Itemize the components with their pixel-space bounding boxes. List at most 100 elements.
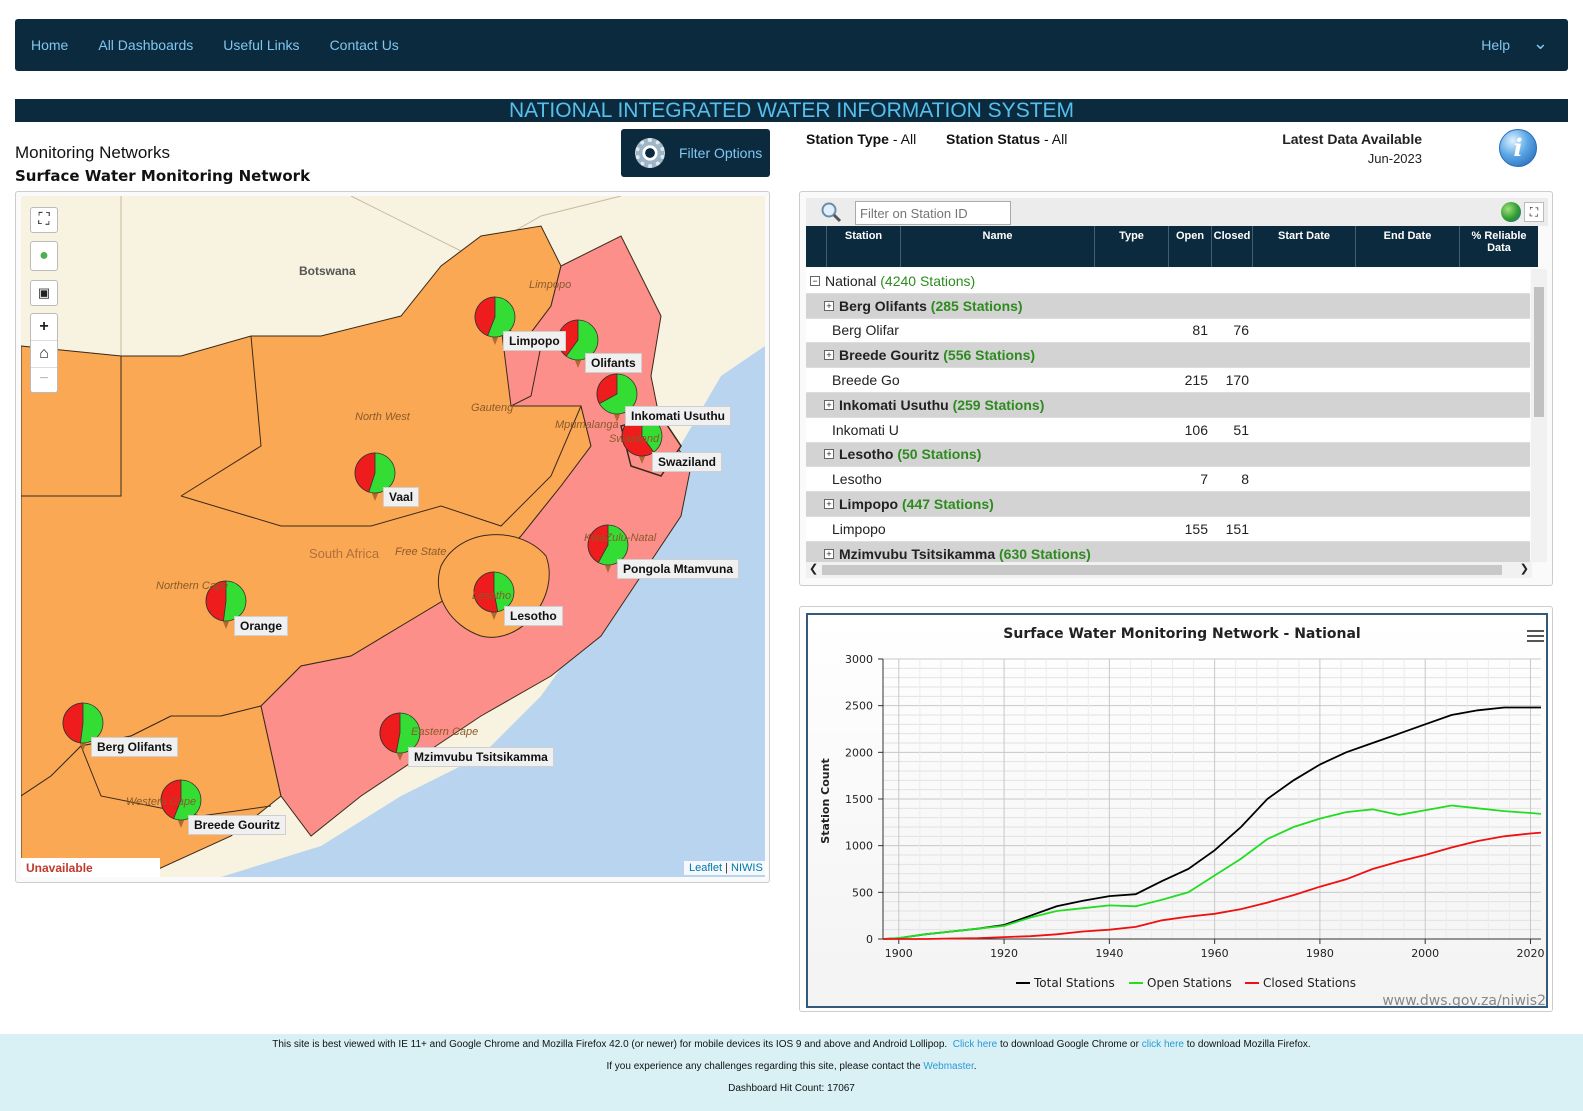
footer-line-1: This site is best viewed with IE 11+ and… [0,1039,1583,1056]
image-icon[interactable]: ▣ [30,280,58,306]
table-row-group[interactable]: + Mzimvubu Tsitsikamma (630 Stations) [806,541,1530,562]
table-row-group[interactable]: + Inkomati Usuthu (259 Stations) [806,392,1530,418]
pie-marker[interactable] [379,712,421,761]
cell-station: Inkomati U [832,421,899,438]
header-start-date[interactable]: Start Date [1253,226,1356,267]
chevron-down-icon[interactable]: ⌄ [1532,33,1548,53]
header-end-date[interactable]: End Date [1356,226,1460,267]
table-vertical-scrollbar[interactable] [1531,269,1547,562]
pie-marker[interactable] [354,452,396,501]
chart-watermark: www.dws.gov.za/niwis2 [1382,993,1546,1006]
map-label: Gauteng [471,402,514,414]
info-icon[interactable]: i [1499,129,1537,167]
webmaster-link[interactable]: Webmaster [923,1061,974,1072]
globe-icon[interactable] [1501,202,1521,222]
table-row[interactable]: Inkomati U 106 51 [806,417,1530,443]
legend-item[interactable]: Open Stations [1129,976,1232,990]
header-station[interactable]: Station [827,226,901,267]
table-row[interactable]: Breede Go 215 170 [806,368,1530,393]
scroll-right-icon[interactable]: ❯ [1519,563,1529,575]
cell-closed: 170 [1225,372,1249,389]
table-row-group[interactable]: + Lesotho (50 Stations) [806,442,1530,468]
nav-contact-us[interactable]: Contact Us [329,37,399,53]
header-reliable-data[interactable]: % Reliable Data [1471,230,1527,254]
station-status-value: - All [1040,131,1068,147]
collapse-icon[interactable]: − [810,275,820,286]
legend-item[interactable]: Total Stations [1016,976,1115,990]
cell-open: 155 [1184,520,1208,537]
expand-icon[interactable]: + [824,350,834,361]
series-line-total-stations[interactable] [882,706,1541,940]
map-canvas[interactable]: Botswana Limpopo North West Gauteng Mpum… [21,196,765,877]
latest-data-value: Jun-2023 [1367,151,1422,166]
zoom-in-button[interactable]: + [31,314,57,341]
firefox-download-link[interactable]: click here [1141,1039,1184,1050]
group-name: National [825,272,877,289]
attribution-separator: | [722,862,732,874]
table-row[interactable]: Limpopo 155 151 [806,516,1530,542]
pie-marker[interactable] [473,571,515,620]
series-line-open-stations[interactable] [882,804,1542,940]
fullscreen-icon[interactable]: ⛶ [30,207,58,233]
table-row-group[interactable]: + Limpopo (447 Stations) [806,492,1530,517]
legend-item[interactable]: Closed Stations [1245,976,1356,990]
pie-marker[interactable] [474,296,516,345]
header-name[interactable]: Name [901,226,1095,267]
pie-marker[interactable] [587,524,629,573]
home-icon[interactable]: ⌂ [31,341,57,368]
nav-home[interactable]: Home [31,37,69,53]
niwis-link[interactable]: NIWIS [731,862,763,874]
table-row[interactable]: Lesotho 7 8 [806,467,1530,493]
header-open[interactable]: Open [1169,226,1212,267]
series-line-closed-stations[interactable] [883,831,1542,940]
pie-marker[interactable] [62,702,104,751]
table-row-group[interactable]: + Breede Gouritz (556 Stations) [806,343,1530,369]
nav-useful-links[interactable]: Useful Links [223,37,300,53]
pie-marker[interactable] [160,779,202,828]
table-body: − National (4240 Stations) + Berg Olifan… [806,269,1530,562]
expand-icon[interactable]: + [824,449,834,460]
search-icon[interactable] [820,201,842,223]
filter-options-button[interactable]: Filter Options [621,129,770,177]
pie-slice-closed [596,373,618,405]
pie-marker[interactable] [621,415,663,464]
pie-marker[interactable] [205,580,247,629]
expand-icon[interactable]: + [824,399,834,410]
x-tick-label: 1960 [1201,947,1229,960]
pie-marker[interactable] [596,373,638,422]
location-pin-icon[interactable]: ● [30,241,58,271]
menu-icon[interactable] [1527,630,1544,642]
scroll-thumb[interactable] [822,565,1502,575]
cell-closed: 51 [1233,421,1249,438]
chrome-download-link[interactable]: Click here [952,1039,998,1050]
station-type-value: - All [888,131,917,147]
expand-icon[interactable]: + [824,499,834,510]
footer-text: to download Mozilla Firefox. [1186,1039,1311,1050]
catchment-border [180,405,582,527]
station-id-filter-input[interactable] [855,201,1011,225]
nav-all-dashboards[interactable]: All Dashboards [98,37,194,53]
expand-icon[interactable]: + [824,548,834,559]
footer-text: This site is best viewed with IE 11+ and… [272,1039,948,1050]
pie-slice-closed [379,712,401,754]
pie-label: Olifants [585,353,642,373]
nav-help[interactable]: Help [1481,37,1510,53]
group-count: (259 Stations) [952,396,1045,413]
scroll-left-icon[interactable]: ❮ [809,563,819,575]
scroll-thumb[interactable] [1534,287,1544,417]
leaflet-link[interactable]: Leaflet [689,862,723,874]
top-navbar: Home All Dashboards Useful Links Contact… [15,19,1568,71]
table-row-national[interactable]: − National (4240 Stations) [806,269,1530,294]
table-row-group[interactable]: + Berg Olifants (285 Stations) [806,293,1530,319]
fullscreen-icon[interactable]: ⛶ [1524,202,1544,222]
header-closed[interactable]: Closed [1212,226,1253,267]
pie-label: Pongola Mtamvuna [617,559,740,579]
header-type[interactable]: Type [1095,226,1169,267]
y-tick-label: 2000 [845,746,873,759]
table-horizontal-scrollbar[interactable]: ❮ ❯ [806,562,1532,578]
zoom-out-button[interactable]: − [39,370,49,387]
map-attribution: Leaflet | NIWIS [684,861,768,875]
expand-icon[interactable]: + [824,300,834,311]
pie-label: Breede Gouritz [188,815,287,835]
table-row[interactable]: Berg Olifar 81 76 [806,318,1530,344]
